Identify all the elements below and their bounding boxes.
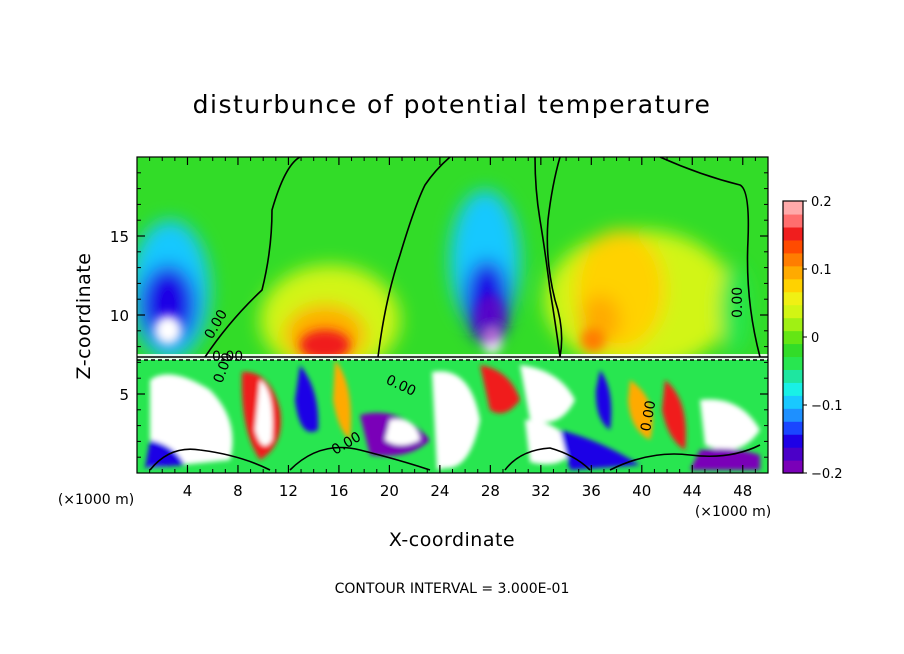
colorbar-swatch: [783, 343, 803, 358]
colorbar-swatch: [783, 278, 803, 293]
colorbar-tick-label: 0.2: [811, 195, 832, 210]
x-tick-label: 4: [183, 482, 193, 500]
colorbar-swatch: [783, 226, 803, 241]
colorbar-tick-label: −0.2: [811, 467, 843, 482]
x-tick-label: 16: [329, 482, 348, 500]
colorbar-swatch: [783, 317, 803, 332]
y-tick-label: 10: [110, 307, 129, 325]
x-tick-label: 48: [733, 482, 752, 500]
colorbar-swatch: [783, 291, 803, 306]
colorbar-swatch: [783, 213, 803, 228]
y-tick-label: 5: [119, 386, 129, 404]
colorbar-swatch: [783, 252, 803, 267]
contour-label: 0.00: [730, 287, 746, 318]
x-tick-label: 28: [481, 482, 500, 500]
x-tick-label: 36: [582, 482, 601, 500]
colorbar-swatch: [783, 382, 803, 396]
x-tick-label: 12: [279, 482, 298, 500]
x-tick-label: 8: [233, 482, 243, 500]
x-axis: 4 8 12 16 20 24 28 32 36 40 44 48: [149, 157, 756, 500]
colorbar-tick-label: 0.1: [811, 263, 832, 278]
colorbar-swatch: [783, 201, 803, 215]
contour-label: 0.00: [212, 349, 243, 365]
colorbar-swatch: [783, 447, 803, 461]
colorbar-swatch: [783, 421, 803, 435]
x-tick-label: 40: [632, 482, 651, 500]
colorbar-swatch: [783, 356, 803, 370]
x-tick-label: 20: [380, 482, 399, 500]
contour-interval-note: CONTOUR INTERVAL = 3.000E-01: [335, 581, 570, 597]
heatmap-field: [137, 157, 768, 473]
boundary-layer-patches: [145, 360, 760, 470]
x-scale-label-right: (×1000 m): [695, 504, 771, 520]
y-tick-label: 15: [110, 228, 129, 246]
colorbar: 0.2 0.1 0 −0.1 −0.2: [782, 195, 843, 482]
colorbar-swatch: [783, 434, 803, 448]
zero-contours: [137, 157, 768, 471]
x-tick-label: 32: [531, 482, 550, 500]
y-axis-title: Z-coordinate: [73, 253, 95, 380]
chart-title: disturbunce of potential temperature: [193, 90, 712, 119]
colorbar-swatch: [783, 369, 803, 383]
x-tick-label: 44: [683, 482, 702, 500]
upper-layer-detail: [154, 294, 605, 360]
y-axis: 5 10 15: [110, 172, 768, 458]
contour-label: 0.00: [638, 399, 659, 432]
colorbar-swatch: [783, 330, 803, 345]
colorbar-swatch: [783, 265, 803, 280]
x-tick-label: 24: [430, 482, 449, 500]
colorbar-tick-label: −0.1: [811, 399, 843, 414]
x-axis-title: X-coordinate: [389, 529, 515, 551]
colorbar-swatch: [783, 408, 803, 422]
colorbar-swatch: [783, 460, 803, 474]
x-scale-label-left: (×1000 m): [58, 492, 134, 508]
colorbar-swatch: [783, 239, 803, 254]
colorbar-tick-label: 0: [811, 331, 819, 346]
colorbar-swatch: [783, 304, 803, 319]
colorbar-swatch: [783, 395, 803, 409]
